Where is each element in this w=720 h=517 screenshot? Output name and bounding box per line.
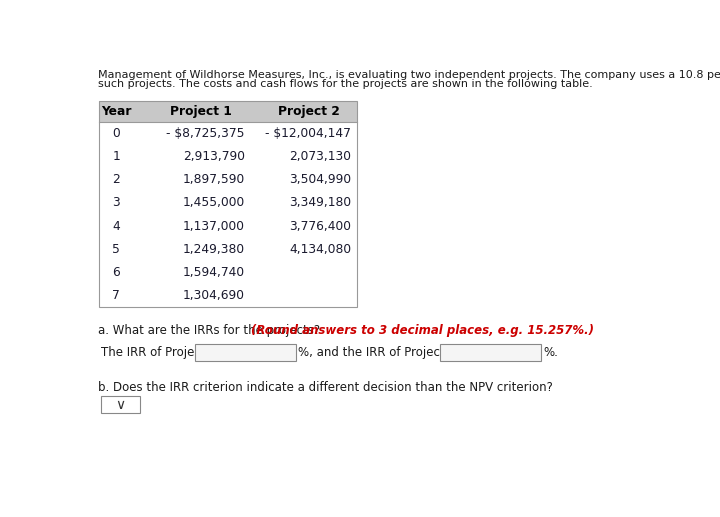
Text: 6: 6 bbox=[112, 266, 120, 279]
Text: 1,594,740: 1,594,740 bbox=[183, 266, 245, 279]
Text: Year: Year bbox=[101, 105, 132, 118]
Text: 1,455,000: 1,455,000 bbox=[183, 196, 245, 209]
Text: 0: 0 bbox=[112, 127, 120, 140]
Text: - $12,004,147: - $12,004,147 bbox=[265, 127, 351, 140]
Bar bbox=[99, 191, 357, 215]
Text: (Round answers to 3 decimal places, e.g. 15.257%.): (Round answers to 3 decimal places, e.g.… bbox=[251, 324, 594, 337]
Bar bbox=[99, 122, 357, 145]
Text: 3,776,400: 3,776,400 bbox=[289, 220, 351, 233]
Bar bbox=[99, 100, 357, 122]
Text: 7: 7 bbox=[112, 289, 120, 302]
Text: ∨: ∨ bbox=[115, 398, 125, 412]
Text: %.: %. bbox=[544, 346, 558, 359]
Text: 2,073,130: 2,073,130 bbox=[289, 150, 351, 163]
Text: 1: 1 bbox=[112, 150, 120, 163]
Text: Project 2: Project 2 bbox=[278, 105, 340, 118]
Bar bbox=[99, 215, 357, 238]
Text: Management of Wildhorse Measures, Inc., is evaluating two independent projects. : Management of Wildhorse Measures, Inc., … bbox=[98, 70, 720, 80]
Text: 1,137,000: 1,137,000 bbox=[183, 220, 245, 233]
Bar bbox=[99, 284, 357, 307]
Text: 4,134,080: 4,134,080 bbox=[289, 242, 351, 255]
Text: 1,249,380: 1,249,380 bbox=[183, 242, 245, 255]
Text: such projects. The costs and cash flows for the projects are shown in the follow: such projects. The costs and cash flows … bbox=[98, 79, 593, 89]
Text: 4: 4 bbox=[112, 220, 120, 233]
Text: 1,304,690: 1,304,690 bbox=[183, 289, 245, 302]
Text: - $8,725,375: - $8,725,375 bbox=[166, 127, 245, 140]
Text: Project 1: Project 1 bbox=[169, 105, 231, 118]
Text: 3,349,180: 3,349,180 bbox=[289, 196, 351, 209]
Text: 5: 5 bbox=[112, 242, 120, 255]
Text: 2,913,790: 2,913,790 bbox=[183, 150, 245, 163]
Bar bbox=[195, 344, 296, 361]
Bar bbox=[99, 145, 357, 169]
Bar bbox=[441, 344, 541, 361]
Text: The IRR of Project 1 is: The IRR of Project 1 is bbox=[101, 346, 230, 359]
Text: 2: 2 bbox=[112, 173, 120, 186]
Text: 1,897,590: 1,897,590 bbox=[183, 173, 245, 186]
Bar bbox=[99, 238, 357, 261]
Bar bbox=[101, 396, 140, 413]
Text: 3: 3 bbox=[112, 196, 120, 209]
Text: a. What are the IRRs for the projects?: a. What are the IRRs for the projects? bbox=[98, 324, 323, 337]
Bar bbox=[99, 100, 357, 307]
Text: b. Does the IRR criterion indicate a different decision than the NPV criterion?: b. Does the IRR criterion indicate a dif… bbox=[98, 381, 553, 394]
Bar bbox=[99, 169, 357, 191]
Bar bbox=[99, 261, 357, 284]
Text: %, and the IRR of Project 2 is: %, and the IRR of Project 2 is bbox=[299, 346, 469, 359]
Text: 3,504,990: 3,504,990 bbox=[289, 173, 351, 186]
